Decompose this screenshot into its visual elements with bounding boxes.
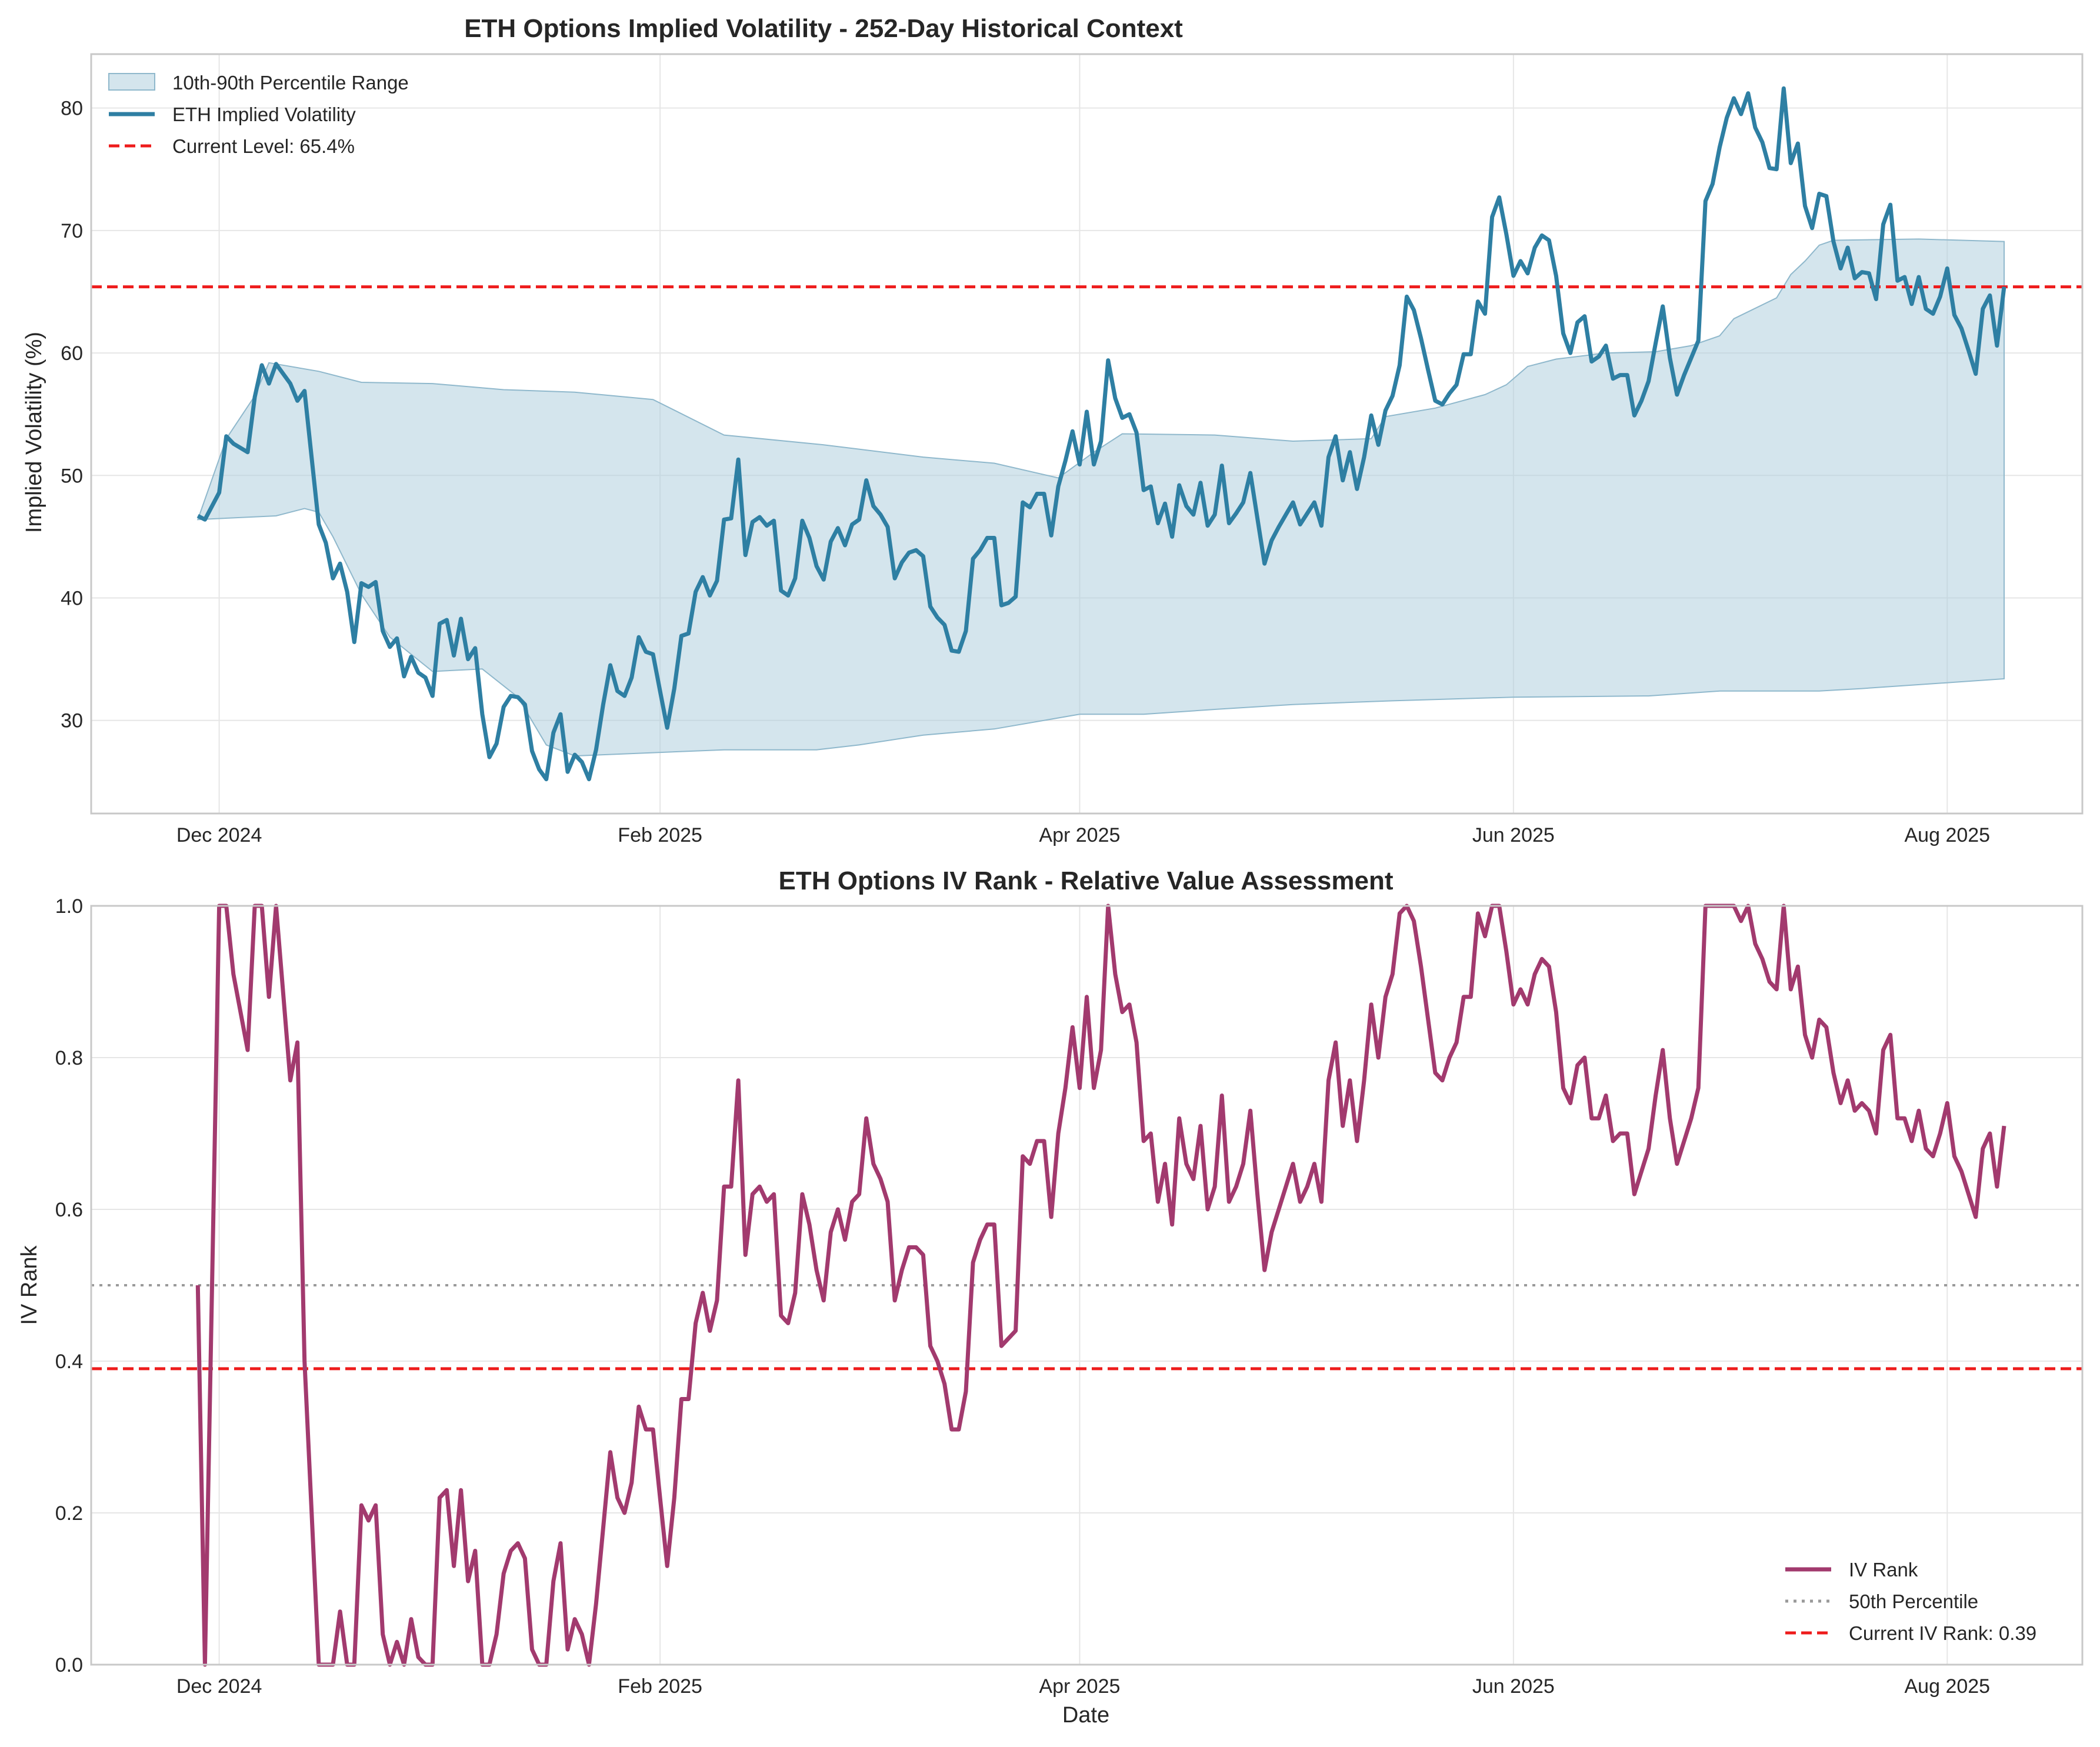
x-tick-label: Aug 2025 bbox=[1905, 824, 1991, 846]
x-tick-label: Dec 2024 bbox=[176, 824, 262, 846]
iv-rank-x-label: Date bbox=[1062, 1703, 1109, 1728]
legend-item: Current IV Rank: 0.39 bbox=[1785, 1622, 2036, 1644]
percentile-range-area bbox=[196, 238, 2005, 757]
iv-rank-line bbox=[195, 903, 2006, 1667]
x-tick-label: Aug 2025 bbox=[1905, 1675, 1991, 1698]
y-tick-label: 60 bbox=[61, 342, 83, 365]
y-tick-label: 0.4 bbox=[55, 1351, 83, 1373]
legend-item: IV Rank bbox=[1785, 1559, 1918, 1581]
iv-chart-title: ETH Options Implied Volatility - 252-Day… bbox=[464, 14, 1183, 43]
y-tick-label: 0.8 bbox=[55, 1047, 83, 1069]
legend-label: Current Level: 65.4% bbox=[172, 135, 355, 157]
legend-item: ETH Implied Volatility bbox=[109, 104, 356, 125]
x-tick-label: Apr 2025 bbox=[1039, 1675, 1120, 1698]
y-tick-label: 40 bbox=[61, 588, 83, 610]
iv-chart-frame bbox=[90, 53, 2084, 815]
iv-rank-y-label: IV Rank bbox=[17, 1245, 42, 1325]
y-tick-label: 80 bbox=[61, 98, 83, 120]
iv-chart-panel: ETH Options Implied Volatility - 252-Day… bbox=[22, 14, 2084, 846]
x-tick-label: Jun 2025 bbox=[1472, 824, 1555, 846]
y-tick-label: 70 bbox=[61, 220, 83, 242]
legend-item: 10th-90th Percentile Range bbox=[108, 72, 409, 94]
legend-label: IV Rank bbox=[1849, 1559, 1918, 1581]
legend-label: ETH Implied Volatility bbox=[172, 104, 356, 125]
x-tick-label: Jun 2025 bbox=[1472, 1675, 1555, 1698]
iv-chart-y-ticks: 30 40 50 60 70 80 bbox=[61, 98, 83, 732]
legend-label: 10th-90th Percentile Range bbox=[172, 72, 409, 94]
x-tick-label: Feb 2025 bbox=[618, 824, 702, 846]
iv-chart-y-label: Implied Volatility (%) bbox=[22, 332, 46, 533]
iv-chart-x-ticks: Dec 2024 Feb 2025 Apr 2025 Jun 2025 Aug 2025 bbox=[176, 824, 1990, 846]
iv-rank-x-ticks: Dec 2024 Feb 2025 Apr 2025 Jun 2025 Aug 2025 bbox=[176, 1675, 1990, 1698]
iv-chart-legend: 10th-90th Percentile Range ETH Implied Vo… bbox=[108, 72, 409, 157]
y-tick-label: 50 bbox=[61, 465, 83, 487]
iv-chart-lines bbox=[91, 86, 2082, 782]
legend-item: 50th Percentile bbox=[1785, 1591, 1978, 1612]
y-tick-label: 0.0 bbox=[55, 1654, 83, 1676]
legend-label: 50th Percentile bbox=[1849, 1591, 1978, 1612]
iv-rank-title: ETH Options IV Rank - Relative Value Ass… bbox=[779, 866, 1394, 895]
y-tick-label: 0.6 bbox=[55, 1199, 83, 1221]
legend-item: Current Level: 65.4% bbox=[109, 135, 355, 157]
iv-rank-panel: ETH Options IV Rank - Relative Value Ass… bbox=[17, 866, 2084, 1728]
y-tick-label: 0.2 bbox=[55, 1502, 83, 1525]
iv-rank-frame bbox=[90, 905, 2084, 1666]
iv-percentile-band bbox=[196, 238, 2005, 757]
iv-rank-y-ticks: 0.0 0.2 0.4 0.6 0.8 1.0 bbox=[55, 895, 83, 1676]
legend-swatch bbox=[108, 73, 155, 91]
x-tick-label: Apr 2025 bbox=[1039, 824, 1120, 846]
y-tick-label: 1.0 bbox=[55, 895, 83, 918]
iv-rank-lines bbox=[91, 903, 2082, 1667]
legend-label: Current IV Rank: 0.39 bbox=[1849, 1622, 2036, 1644]
iv-rank-legend: IV Rank 50th Percentile Current IV Rank: 0… bbox=[1785, 1559, 2036, 1644]
y-tick-label: 30 bbox=[61, 710, 83, 732]
x-tick-label: Feb 2025 bbox=[618, 1675, 702, 1698]
x-tick-label: Dec 2024 bbox=[176, 1675, 262, 1698]
